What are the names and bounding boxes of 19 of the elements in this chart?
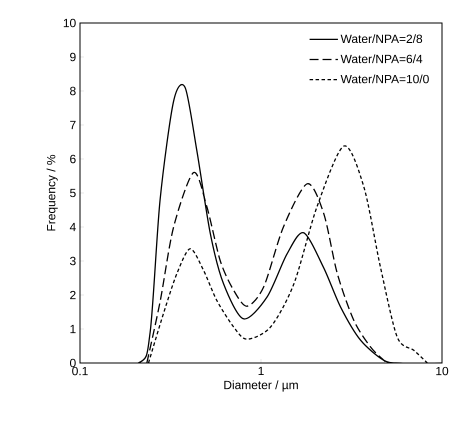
y-tick-label: 9	[70, 52, 76, 62]
y-tick-label: 10	[64, 18, 76, 28]
x-tick-label: 1	[258, 366, 264, 376]
x-axis-title: Diameter / µm	[224, 380, 298, 392]
legend-label: Water/NPA=10/0	[340, 74, 429, 84]
y-tick-label: 6	[70, 154, 76, 164]
x-tick-label: 10	[436, 366, 448, 376]
y-tick-label: 1	[70, 324, 76, 334]
y-tick-label: 2	[70, 290, 76, 300]
y-tick-label: 7	[70, 120, 76, 130]
y-tick-label: 3	[70, 256, 76, 266]
y-axis-title: Frequency / %	[46, 154, 58, 231]
legend-label: Water/NPA=2/8	[340, 34, 422, 44]
y-tick-label: 5	[70, 188, 76, 198]
y-tick-label: 4	[70, 222, 76, 232]
y-tick-label: 8	[70, 86, 76, 96]
legend-label: Water/NPA=6/4	[340, 54, 422, 64]
y-tick-label: 0	[70, 358, 76, 368]
x-tick-label: 0.1	[72, 366, 88, 376]
